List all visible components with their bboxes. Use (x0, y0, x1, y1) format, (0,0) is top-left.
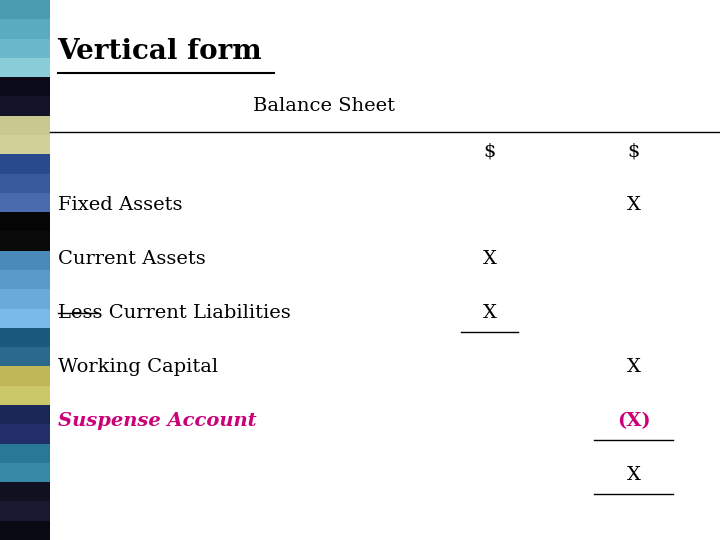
FancyBboxPatch shape (0, 347, 50, 367)
FancyBboxPatch shape (0, 270, 50, 289)
Text: X: X (626, 196, 641, 214)
FancyBboxPatch shape (0, 443, 50, 463)
FancyBboxPatch shape (0, 328, 50, 347)
FancyBboxPatch shape (0, 367, 50, 386)
FancyBboxPatch shape (0, 19, 50, 38)
FancyBboxPatch shape (0, 289, 50, 308)
FancyBboxPatch shape (0, 502, 50, 521)
FancyBboxPatch shape (0, 521, 50, 540)
FancyBboxPatch shape (0, 386, 50, 405)
FancyBboxPatch shape (0, 116, 50, 135)
FancyBboxPatch shape (0, 173, 50, 193)
Text: (X): (X) (617, 412, 650, 430)
Text: Current Assets: Current Assets (58, 250, 205, 268)
FancyBboxPatch shape (0, 154, 50, 173)
Text: Balance Sheet: Balance Sheet (253, 97, 395, 115)
Text: Fixed Assets: Fixed Assets (58, 196, 182, 214)
FancyBboxPatch shape (0, 232, 50, 251)
FancyBboxPatch shape (0, 38, 50, 58)
FancyBboxPatch shape (0, 77, 50, 97)
Text: Less Current Liabilities: Less Current Liabilities (58, 304, 290, 322)
FancyBboxPatch shape (0, 308, 50, 328)
FancyBboxPatch shape (0, 424, 50, 443)
FancyBboxPatch shape (0, 58, 50, 77)
FancyBboxPatch shape (0, 212, 50, 232)
Text: X: X (626, 358, 641, 376)
Text: X: X (626, 466, 641, 484)
Text: Working Capital: Working Capital (58, 358, 217, 376)
FancyBboxPatch shape (0, 97, 50, 116)
FancyBboxPatch shape (0, 482, 50, 502)
FancyBboxPatch shape (0, 405, 50, 424)
Text: X: X (482, 250, 497, 268)
Text: $: $ (483, 142, 496, 160)
Text: $: $ (627, 142, 640, 160)
FancyBboxPatch shape (0, 0, 50, 19)
Text: Vertical form: Vertical form (58, 38, 262, 65)
FancyBboxPatch shape (0, 463, 50, 482)
Text: Suspense Account: Suspense Account (58, 412, 256, 430)
FancyBboxPatch shape (0, 135, 50, 154)
FancyBboxPatch shape (0, 193, 50, 212)
FancyBboxPatch shape (0, 251, 50, 270)
Text: X: X (482, 304, 497, 322)
